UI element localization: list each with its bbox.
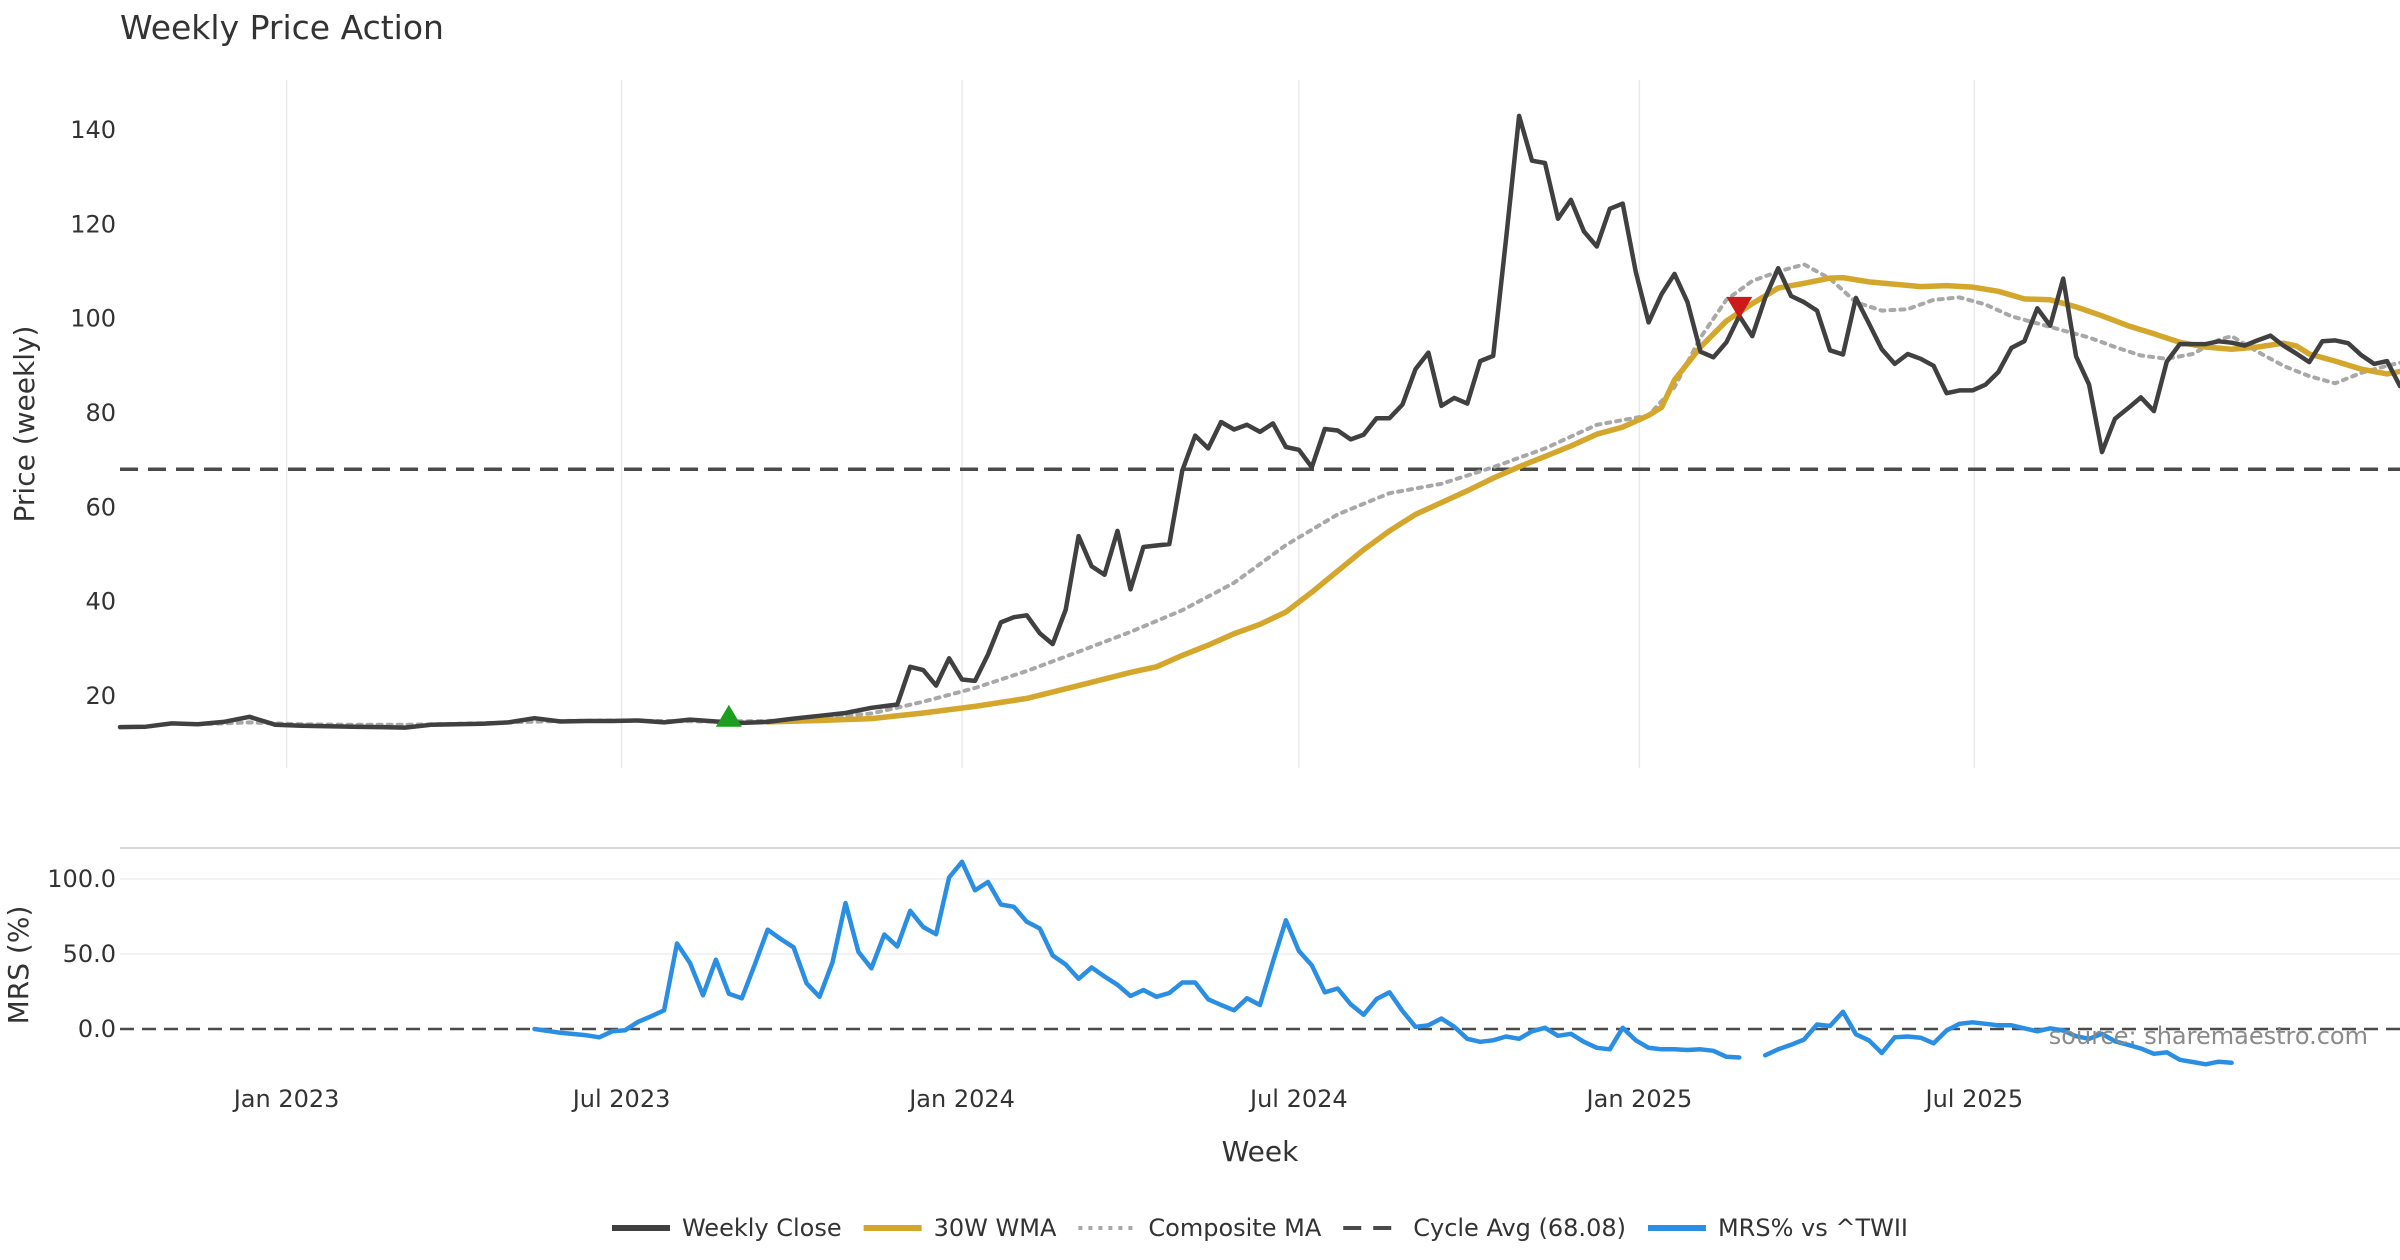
mrs-y-tick-label: 0.0 (78, 1015, 116, 1043)
x-tick-label: Jul 2025 (1924, 1085, 2024, 1113)
x-tick-label: Jul 2023 (571, 1085, 671, 1113)
signal-markers (715, 296, 1753, 727)
legend-label: 30W WMA (934, 1214, 1057, 1242)
legend-label: Weekly Close (682, 1214, 842, 1242)
series-30w-wma (764, 274, 2400, 725)
sell-signal-marker (1726, 296, 1753, 319)
x-tick-label: Jan 2023 (232, 1085, 340, 1113)
mrs-y-tick-label: 50.0 (63, 940, 116, 968)
x-tick-label: Jan 2025 (1585, 1085, 1693, 1113)
chart-title: Weekly Price Action (120, 8, 444, 47)
price-y-tick-label: 80 (85, 399, 116, 427)
x-tick-label: Jan 2024 (907, 1085, 1015, 1113)
price-y-tick-label: 20 (85, 682, 116, 710)
x-tick-label: Jul 2024 (1248, 1085, 1348, 1113)
legend-label: Cycle Avg (68.08) (1413, 1214, 1626, 1242)
price-y-tick-label: 60 (85, 493, 116, 521)
mrs-series-group (532, 859, 2234, 1067)
price-panel: 20 40 60 80 100 120 140 Price (weekly) (8, 80, 2400, 768)
price-y-tick-label: 120 (70, 210, 116, 238)
source-watermark: source: sharemaestro.com (2049, 1022, 2368, 1050)
buy-signal-marker (715, 704, 742, 727)
legend-label: Composite MA (1148, 1214, 1321, 1242)
series-mrs-segment-0 (532, 859, 1742, 1060)
price-y-tick-label: 40 (85, 588, 116, 616)
price-vertical-gridlines (285, 80, 1976, 768)
mrs-y-axis-title: MRS (%) (2, 906, 35, 1025)
legend-label: MRS% vs ^TWII (1718, 1214, 1908, 1242)
mrs-panel: 0.0 50.0 100.0 MRS (%) (2, 847, 2400, 1067)
price-y-tick-label: 100 (70, 305, 116, 333)
series-mrs-segment-1 (1762, 1009, 2234, 1067)
price-y-axis-title: Price (weekly) (8, 326, 41, 523)
mrs-y-tick-label: 100.0 (47, 865, 116, 893)
mrs-y-axis: 0.0 50.0 100.0 (47, 865, 2400, 1043)
x-axis-title: Week (1222, 1135, 1299, 1168)
legend: Weekly Close 30W WMA Composite MA Cycle Avg… (611, 1214, 1908, 1242)
price-y-axis: 20 40 60 80 100 120 140 (70, 116, 116, 710)
x-axis: Jan 2023 Jul 2023 Jan 2024 Jul 2024 Jan 2025… (232, 1085, 2023, 1113)
price-y-tick-label: 140 (70, 116, 116, 144)
series-weekly-close (117, 113, 2400, 730)
price-series-group (117, 113, 2400, 730)
